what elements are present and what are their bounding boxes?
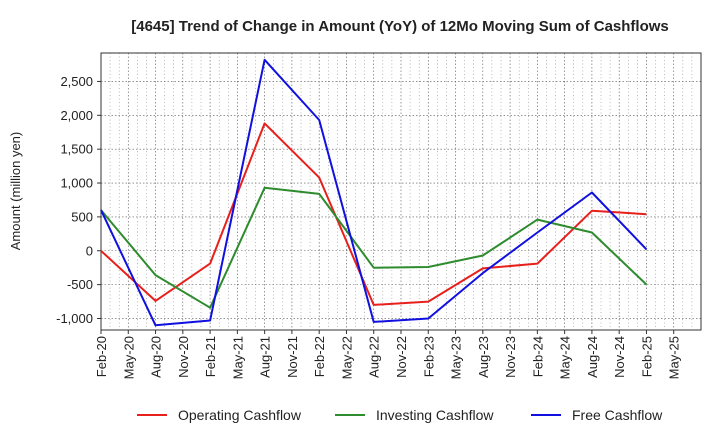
y-tick-label: -500 xyxy=(67,277,93,292)
y-tick-label: 500 xyxy=(71,209,93,224)
series-line-investing-cashflow xyxy=(100,186,648,309)
legend: Operating Cashflow Investing Cashflow Free… xyxy=(137,407,663,423)
x-ticks: Feb-20 May-20 Aug-20 Nov-20 Feb-21 May-21 Aug-… xyxy=(94,330,682,379)
x-tick-label: Aug-21 xyxy=(258,336,273,378)
series-line-free-cashflow xyxy=(100,58,648,327)
grid xyxy=(100,53,702,330)
legend-label-free-cashflow: Free Cashflow xyxy=(572,407,663,423)
x-tick-label: May-20 xyxy=(121,336,136,379)
chart-title: [4645] Trend of Change in Amount (YoY) o… xyxy=(131,18,669,35)
x-tick-label: Feb-21 xyxy=(203,336,218,377)
x-tick-label: Nov-22 xyxy=(394,336,409,378)
y-tick-label: 2,000 xyxy=(60,108,93,123)
y-tick-label: -1,000 xyxy=(56,311,93,326)
x-tick-label: Feb-23 xyxy=(421,336,436,377)
x-tick-label: Nov-20 xyxy=(176,336,191,378)
series xyxy=(100,58,648,327)
legend-label-investing-cashflow: Investing Cashflow xyxy=(376,407,494,423)
x-tick-label: May-23 xyxy=(449,336,464,379)
x-tick-label: Aug-23 xyxy=(476,336,491,378)
x-tick-label: Feb-24 xyxy=(530,336,545,377)
y-tick-label: 2,500 xyxy=(60,74,93,89)
legend-label-operating-cashflow: Operating Cashflow xyxy=(178,407,302,423)
x-tick-label: Nov-21 xyxy=(285,336,300,378)
x-tick-label: Feb-22 xyxy=(312,336,327,377)
y-axis-label: Amount (million yen) xyxy=(8,132,23,251)
x-tick-label: May-21 xyxy=(230,336,245,379)
x-tick-label: Feb-25 xyxy=(639,336,654,377)
x-tick-label: Aug-22 xyxy=(367,336,382,378)
y-tick-label: 1,500 xyxy=(60,142,93,157)
x-tick-label: Aug-24 xyxy=(585,336,600,378)
x-tick-label: May-22 xyxy=(339,336,354,379)
x-tick-label: Feb-20 xyxy=(94,336,109,377)
x-tick-label: Nov-24 xyxy=(612,336,627,378)
y-ticks: 2,500 2,000 1,500 1,000 500 0 -500 -1,000 xyxy=(56,74,101,326)
x-tick-label: Aug-20 xyxy=(149,336,164,378)
x-tick-label: Nov-23 xyxy=(503,336,518,378)
y-tick-label: 0 xyxy=(86,243,93,258)
x-tick-label: May-24 xyxy=(558,336,573,379)
x-tick-label: May-25 xyxy=(667,336,682,379)
y-tick-label: 1,000 xyxy=(60,176,93,191)
series-line-operating-cashflow xyxy=(100,122,647,306)
